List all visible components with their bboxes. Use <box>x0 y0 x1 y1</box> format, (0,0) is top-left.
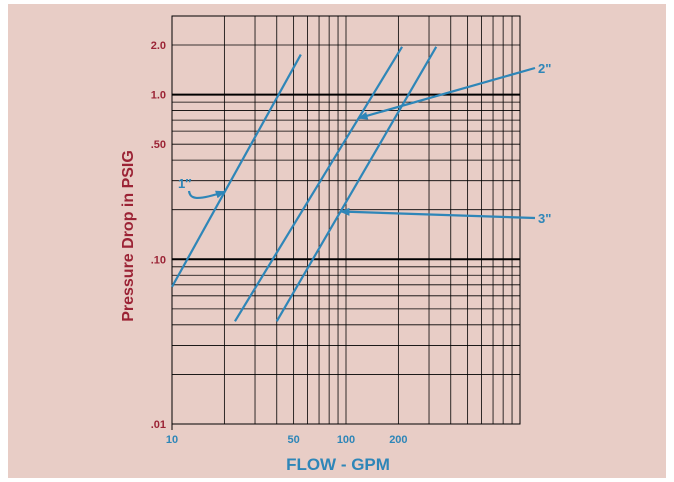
x-tick-label: 200 <box>389 434 407 446</box>
y-axis-label: Pressure Drop in PSIG <box>120 150 137 322</box>
x-tick-label: 10 <box>166 434 178 446</box>
y-tick-label: .01 <box>151 419 166 431</box>
series-line-3 <box>275 46 438 322</box>
chart-panel: .01 .10 .50 1.0 2.0 10 50 100 200 1″ 2" 3" FLOW -… <box>8 4 666 478</box>
x-tick-label: 100 <box>337 434 355 446</box>
x-tick-label: 50 <box>287 434 299 446</box>
y-tick-label: 1.0 <box>151 90 166 102</box>
y-tick-label: .10 <box>151 254 166 266</box>
y-tick-labels: .01 .10 .50 1.0 2.0 <box>151 40 166 431</box>
y-tick-label: .50 <box>151 139 166 151</box>
x-tick-labels: 10 50 100 200 <box>166 420 408 446</box>
annotations: 1″ 2" 3" <box>178 61 551 226</box>
annotation-arrow <box>357 66 536 120</box>
y-tick-label: 2.0 <box>151 40 166 52</box>
series-line-1 <box>171 54 302 288</box>
annotation-arrow <box>339 207 536 220</box>
annotation-arrow <box>187 190 226 199</box>
series-lines <box>171 46 438 322</box>
annotation-label: 1″ <box>178 176 191 191</box>
series-line-2 <box>234 46 404 322</box>
annotation-label: 2" <box>538 61 551 76</box>
x-axis-label: FLOW - GPM <box>286 455 390 474</box>
grid <box>171 15 521 425</box>
flow-pressure-chart: .01 .10 .50 1.0 2.0 10 50 100 200 1″ 2" 3" FLOW -… <box>120 15 551 474</box>
annotation-label: 3" <box>538 211 551 226</box>
